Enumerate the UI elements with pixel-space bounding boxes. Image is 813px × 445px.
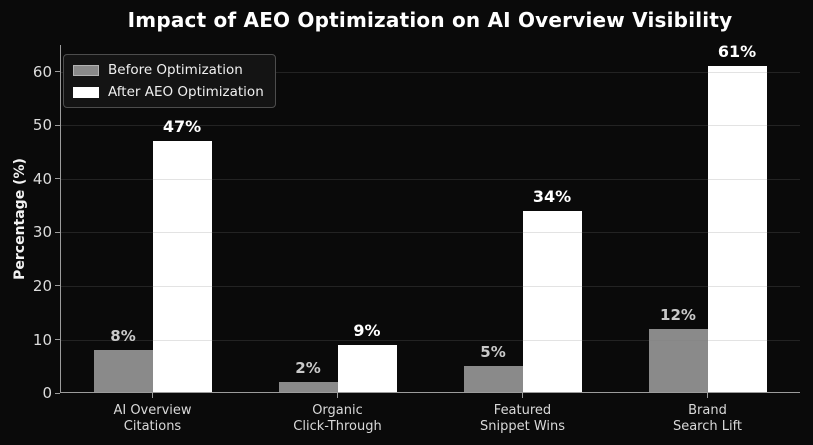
x-category-label: Brand Search Lift bbox=[623, 403, 793, 435]
x-category-label: Featured Snippet Wins bbox=[438, 403, 608, 435]
y-tick-mark bbox=[55, 124, 60, 126]
x-tick-mark bbox=[707, 393, 708, 398]
bar-before-1 bbox=[93, 350, 153, 393]
chart-title: Impact of AEO Optimization on AI Overvie… bbox=[127, 8, 733, 32]
bar-before-4 bbox=[648, 328, 708, 393]
gridline-30 bbox=[60, 232, 800, 234]
value-label: 61% bbox=[717, 42, 757, 62]
x-category-label-line: Click-Through bbox=[293, 419, 382, 434]
legend-swatch bbox=[73, 86, 99, 98]
x-category-label-line: Featured bbox=[493, 403, 552, 418]
value-label: 2% bbox=[295, 359, 321, 378]
bar-before-2 bbox=[278, 382, 338, 393]
y-tick-label: 20 bbox=[32, 276, 52, 295]
y-tick-mark bbox=[55, 339, 60, 340]
gridline-20 bbox=[60, 285, 800, 287]
value-label: 8% bbox=[110, 327, 136, 346]
gridline-50 bbox=[60, 125, 800, 127]
bar-after-4 bbox=[707, 66, 767, 393]
value-label: 34% bbox=[532, 187, 572, 206]
value-label: 12% bbox=[660, 305, 696, 324]
x-category-label-line: Snippet Wins bbox=[479, 419, 566, 434]
legend-label: Before Optimization bbox=[108, 62, 243, 78]
bar-after-1 bbox=[152, 141, 212, 393]
x-axis-spine bbox=[60, 392, 800, 393]
y-tick-label: 40 bbox=[32, 169, 52, 188]
y-tick-label: 0 bbox=[42, 384, 52, 402]
y-tick-label: 50 bbox=[32, 116, 52, 135]
value-label: 9% bbox=[353, 320, 381, 340]
y-tick-label: 10 bbox=[32, 330, 52, 349]
x-category-label-line: Citations bbox=[123, 419, 182, 434]
value-label: 5% bbox=[480, 343, 506, 362]
bar-after-3 bbox=[522, 211, 582, 393]
gridline-10 bbox=[60, 339, 800, 341]
legend-entry: Before Optimization bbox=[73, 62, 264, 78]
y-axis-spine bbox=[60, 45, 61, 393]
x-category-label-line: Brand bbox=[688, 403, 727, 418]
gridline-60 bbox=[60, 71, 800, 73]
x-category-label-line: Organic bbox=[312, 403, 363, 418]
y-tick-mark bbox=[55, 71, 60, 73]
y-tick-mark bbox=[55, 231, 60, 233]
x-category-label-line: Search Lift bbox=[672, 419, 743, 434]
plot-area: Before Optimization After AEO Optimizatio… bbox=[33, 42, 800, 434]
legend-label: After AEO Optimization bbox=[108, 84, 264, 100]
x-category-label: AI Overview Citations bbox=[68, 403, 238, 435]
bar-before-3 bbox=[463, 366, 523, 393]
gridline-40 bbox=[60, 178, 800, 180]
legend-entry: After AEO Optimization bbox=[73, 84, 264, 100]
x-category-label: Organic Click-Through bbox=[253, 403, 423, 435]
y-tick-mark bbox=[55, 392, 60, 394]
y-tick-label: 60 bbox=[32, 62, 52, 81]
legend: Before Optimization After AEO Optimizatio… bbox=[63, 54, 276, 108]
x-tick-mark bbox=[522, 393, 523, 398]
x-tick-mark bbox=[337, 393, 338, 398]
y-tick-mark bbox=[55, 178, 60, 180]
y-tick-label: 30 bbox=[32, 223, 52, 242]
x-category-label-line: AI Overview bbox=[113, 403, 192, 418]
bar-after-2 bbox=[337, 344, 397, 393]
y-tick-mark bbox=[55, 285, 60, 287]
legend-swatch bbox=[73, 64, 99, 76]
x-tick-mark bbox=[152, 393, 153, 398]
value-label: 47% bbox=[162, 117, 202, 137]
